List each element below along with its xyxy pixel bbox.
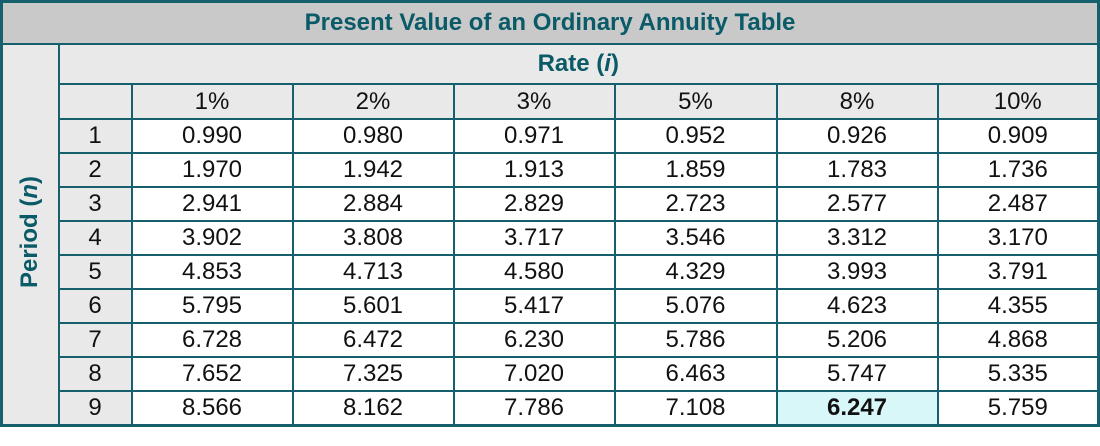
period-cell: 1 bbox=[57, 118, 133, 154]
table-row-6: 6 5.795 5.601 5.417 5.076 4.623 4.355 bbox=[2, 288, 1100, 324]
column-header-row: 1% 2% 3% 5% 8% 10% bbox=[2, 83, 1100, 120]
period-axis-label-cell: Period (n) bbox=[0, 43, 60, 427]
value-cell: 7.786 bbox=[452, 390, 616, 427]
period-label-suffix: ) bbox=[16, 175, 44, 184]
value-cell: 3.546 bbox=[613, 220, 778, 256]
value-cell: 4.623 bbox=[775, 288, 939, 324]
period-cell: 6 bbox=[57, 288, 133, 324]
value-cell: 4.868 bbox=[936, 322, 1100, 358]
value-cell: 6.728 bbox=[130, 322, 294, 358]
value-cell: 7.325 bbox=[291, 356, 455, 392]
value-cell: 0.909 bbox=[936, 118, 1100, 154]
value-cell: 2.884 bbox=[291, 186, 455, 222]
value-cell: 8.162 bbox=[291, 390, 455, 427]
table-row-3: 3 2.941 2.884 2.829 2.723 2.577 2.487 bbox=[2, 186, 1100, 222]
value-cell: 5.795 bbox=[130, 288, 294, 324]
value-cell: 3.791 bbox=[936, 254, 1100, 290]
table-row-1: 1 0.990 0.980 0.971 0.952 0.926 0.909 bbox=[2, 118, 1100, 154]
value-cell: 1.970 bbox=[130, 152, 294, 188]
highlighted-value-cell: 6.247 bbox=[775, 390, 939, 427]
value-cell: 2.941 bbox=[130, 186, 294, 222]
value-cell: 2.487 bbox=[936, 186, 1100, 222]
rate-label-prefix: Rate ( bbox=[537, 50, 605, 77]
table-row-5: 5 4.853 4.713 4.580 4.329 3.993 3.791 bbox=[2, 254, 1100, 290]
value-cell: 5.759 bbox=[936, 390, 1100, 427]
period-cell: 7 bbox=[57, 322, 133, 358]
value-cell: 4.713 bbox=[291, 254, 455, 290]
page-title: Present Value of an Ordinary Annuity Tab… bbox=[0, 0, 1100, 45]
column-header-10pct: 10% bbox=[936, 83, 1100, 120]
period-cell: 8 bbox=[57, 356, 133, 392]
value-cell: 3.993 bbox=[775, 254, 939, 290]
value-cell: 7.020 bbox=[452, 356, 616, 392]
period-cell: 2 bbox=[57, 152, 133, 188]
value-cell: 3.170 bbox=[936, 220, 1100, 256]
value-cell: 4.853 bbox=[130, 254, 294, 290]
value-cell: 1.859 bbox=[613, 152, 778, 188]
value-cell: 6.230 bbox=[452, 322, 616, 358]
column-header-8pct: 8% bbox=[775, 83, 939, 120]
table-row-9: 9 8.566 8.162 7.786 7.108 6.247 5.759 bbox=[2, 390, 1100, 427]
value-cell: 1.942 bbox=[291, 152, 455, 188]
value-cell: 3.808 bbox=[291, 220, 455, 256]
value-cell: 1.783 bbox=[775, 152, 939, 188]
period-cell: 3 bbox=[57, 186, 133, 222]
value-cell: 0.952 bbox=[613, 118, 778, 154]
period-cell: 4 bbox=[57, 220, 133, 256]
value-cell: 5.206 bbox=[775, 322, 939, 358]
corner-cell bbox=[57, 83, 133, 120]
value-cell: 5.601 bbox=[291, 288, 455, 324]
value-cell: 5.747 bbox=[775, 356, 939, 392]
rate-axis-label: Rate (i) bbox=[57, 43, 1100, 85]
annuity-table: Present Value of an Ordinary Annuity Tab… bbox=[0, 0, 1100, 427]
rate-symbol-i: i bbox=[604, 50, 611, 77]
value-cell: 0.980 bbox=[291, 118, 455, 154]
column-header-1pct: 1% bbox=[130, 83, 294, 120]
value-cell: 5.417 bbox=[452, 288, 616, 324]
value-cell: 6.463 bbox=[613, 356, 778, 392]
rate-header-row: Period (n) Rate (i) bbox=[0, 43, 1100, 427]
value-cell: 4.329 bbox=[613, 254, 778, 290]
period-cell: 5 bbox=[57, 254, 133, 290]
value-cell: 7.652 bbox=[130, 356, 294, 392]
period-symbol-n: n bbox=[16, 183, 44, 199]
value-cell: 5.335 bbox=[936, 356, 1100, 392]
table-row-2: 2 1.970 1.942 1.913 1.859 1.783 1.736 bbox=[2, 152, 1100, 188]
value-cell: 5.786 bbox=[613, 322, 778, 358]
value-cell: 8.566 bbox=[130, 390, 294, 427]
column-header-2pct: 2% bbox=[291, 83, 455, 120]
value-cell: 3.902 bbox=[130, 220, 294, 256]
table-row-4: 4 3.902 3.808 3.717 3.546 3.312 3.170 bbox=[2, 220, 1100, 256]
column-header-5pct: 5% bbox=[613, 83, 778, 120]
value-cell: 0.990 bbox=[130, 118, 294, 154]
value-cell: 4.580 bbox=[452, 254, 616, 290]
value-cell: 6.472 bbox=[291, 322, 455, 358]
value-cell: 4.355 bbox=[936, 288, 1100, 324]
table-row-7: 7 6.728 6.472 6.230 5.786 5.206 4.868 bbox=[2, 322, 1100, 358]
value-cell: 3.312 bbox=[775, 220, 939, 256]
title-row: Present Value of an Ordinary Annuity Tab… bbox=[0, 0, 1100, 45]
value-cell: 0.926 bbox=[775, 118, 939, 154]
column-header-3pct: 3% bbox=[452, 83, 616, 120]
value-cell: 7.108 bbox=[613, 390, 778, 427]
value-cell: 3.717 bbox=[452, 220, 616, 256]
period-axis-label: Period (n) bbox=[16, 175, 44, 288]
value-cell: 1.913 bbox=[452, 152, 616, 188]
value-cell: 2.577 bbox=[775, 186, 939, 222]
rate-label-suffix: ) bbox=[610, 50, 619, 77]
value-cell: 2.829 bbox=[452, 186, 616, 222]
table-row-8: 8 7.652 7.325 7.020 6.463 5.747 5.335 bbox=[2, 356, 1100, 392]
value-cell: 1.736 bbox=[936, 152, 1100, 188]
period-cell: 9 bbox=[57, 390, 133, 427]
period-label-prefix: Period ( bbox=[16, 198, 44, 288]
value-cell: 5.076 bbox=[613, 288, 778, 324]
value-cell: 0.971 bbox=[452, 118, 616, 154]
value-cell: 2.723 bbox=[613, 186, 778, 222]
